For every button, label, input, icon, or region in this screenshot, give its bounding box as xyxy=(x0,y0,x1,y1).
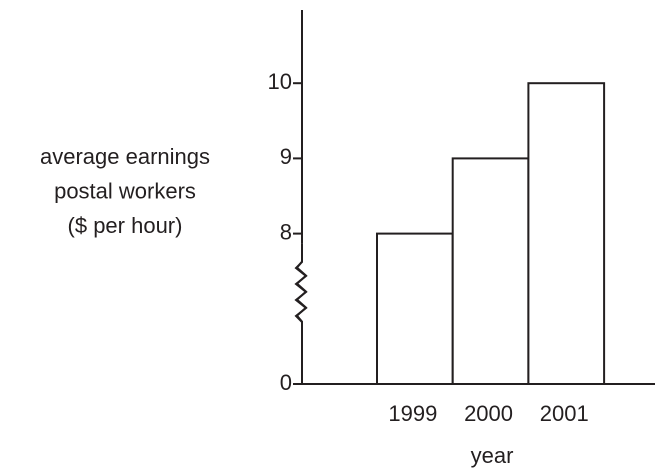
bar xyxy=(451,157,530,385)
y-axis-label: ($ per hour) xyxy=(68,213,183,238)
y-tick-label: 9 xyxy=(280,144,292,169)
bar xyxy=(376,232,454,385)
y-tick-label: 0 xyxy=(280,370,292,395)
x-tick-label: 1999 xyxy=(388,401,437,426)
y-tick-label: 10 xyxy=(268,69,292,94)
y-axis-label: average earnings xyxy=(40,144,210,169)
y-axis-label: postal workers xyxy=(54,178,196,203)
y-tick-label: 8 xyxy=(280,219,292,244)
axis-break xyxy=(295,243,308,384)
x-tick-label: 2001 xyxy=(540,401,589,426)
x-tick-label: 2000 xyxy=(464,401,513,426)
x-axis-label: year xyxy=(471,443,514,468)
bar xyxy=(527,82,606,385)
